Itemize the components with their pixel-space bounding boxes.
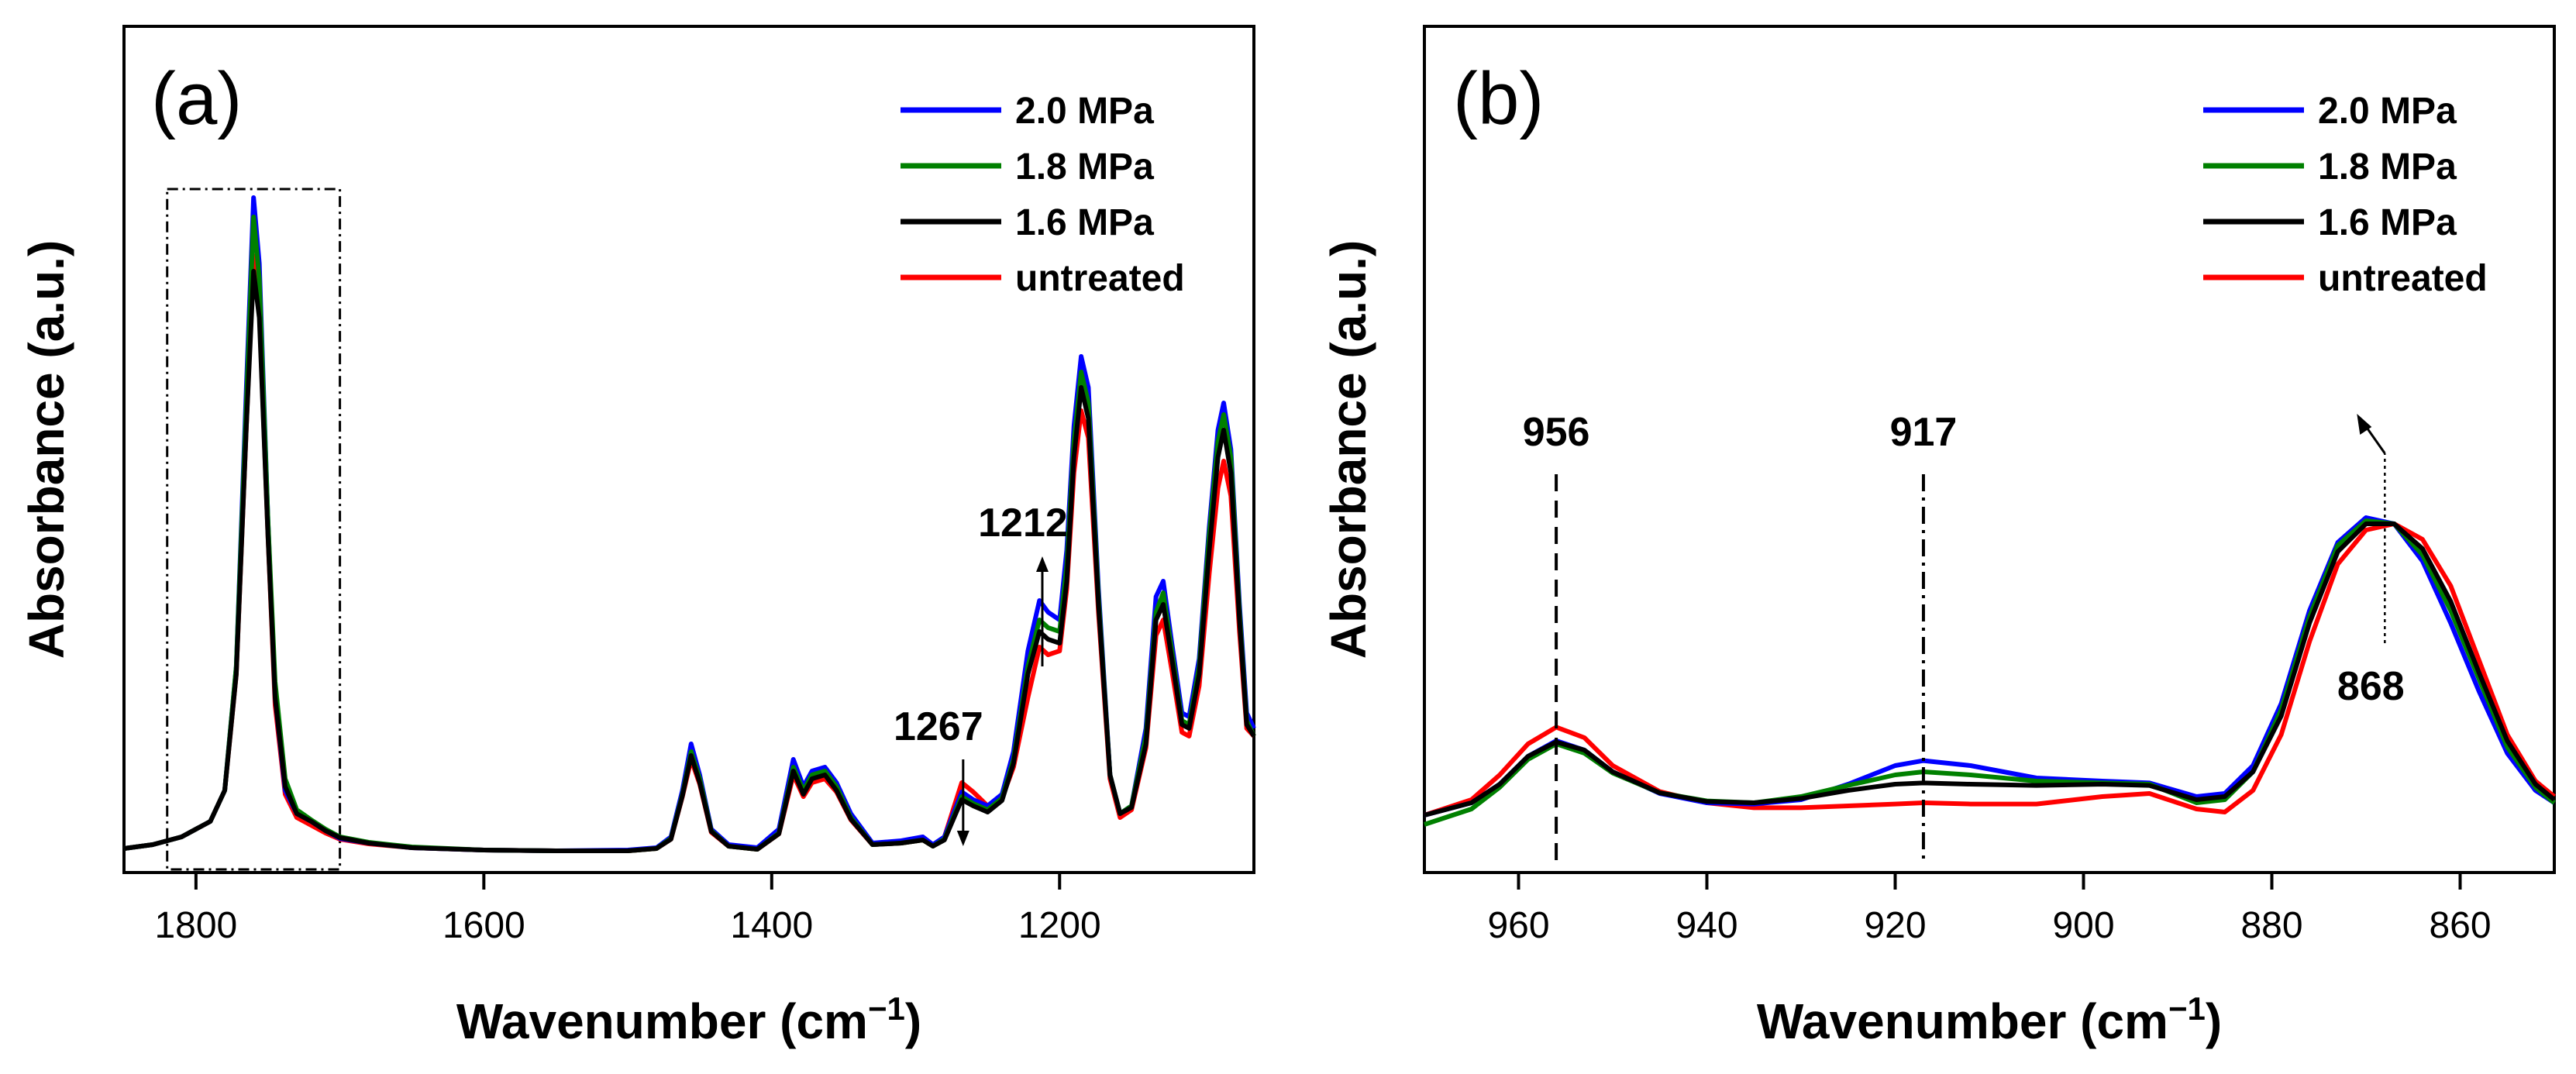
annotation-b-956-label: 956 <box>1523 410 1590 455</box>
legend-label-b-untreated: untreated <box>2318 258 2488 299</box>
x-tick-label-b-860: 860 <box>2429 905 2491 946</box>
highlight-box-a <box>166 188 342 871</box>
x-tick-label-a-1400: 1400 <box>730 905 813 946</box>
annotation-a-1212-arrowhead <box>1035 556 1049 572</box>
x-tick-label-a-1600: 1600 <box>443 905 525 946</box>
annotation-b-868-label: 868 <box>2337 664 2405 709</box>
x-tick-label-b-940: 940 <box>1675 905 1737 946</box>
y-axis-title-a: Absorbance (a.u.) <box>19 240 74 659</box>
legend-b: 2.0 MPa 1.8 MPa 1.6 MPa untreated <box>2203 91 2488 299</box>
legend-label-a-untreated: untreated <box>1015 258 1185 299</box>
annotation-a-1267-arrowhead <box>956 831 969 846</box>
legend-label-a-2-0-mpa: 2.0 MPa <box>1015 91 1154 132</box>
series-line-b-untreated <box>1424 522 2556 818</box>
x-ticks-b: 960 940 920 900 880 860 <box>1487 873 2492 946</box>
panel-b: (b) 960 940 920 900 880 860 956 917 868 2.0 MPa… <box>1321 25 2556 1049</box>
legend-label-b-1-8-mpa: 1.8 MPa <box>2318 146 2457 188</box>
x-axis-title-b: Wavenumber (cm−1) <box>1757 990 2222 1049</box>
legend-label-a-1-6-mpa: 1.6 MPa <box>1015 202 1154 243</box>
x-axis-title-b-close: ) <box>2206 993 2222 1049</box>
y-axis-title-b: Absorbance (a.u.) <box>1321 240 1376 659</box>
annotation-b-917-label: 917 <box>1890 410 1958 455</box>
panel-a: (a) 1800 1600 1400 1200 1212 1267 2.0 MPa 1.8… <box>19 25 1256 1049</box>
annotations-a: 1212 1267 <box>894 501 1068 846</box>
series-group-b <box>1424 515 2556 827</box>
annotation-b-868-arrow <box>2364 424 2386 454</box>
series-line-b-1-6-mpa <box>1424 522 2556 818</box>
x-tick-label-b-880: 880 <box>2240 905 2302 946</box>
x-axis-title-a: Wavenumber (cm−1) <box>456 990 921 1049</box>
annotation-a-1267-label: 1267 <box>894 704 983 749</box>
annotation-b-868-arrowhead <box>2357 414 2372 435</box>
x-ticks-a: 1800 1600 1400 1200 <box>154 873 1101 946</box>
series-line-a-1-6-mpa <box>123 269 1256 853</box>
x-tick-label-b-960: 960 <box>1487 905 1549 946</box>
legend-label-b-2-0-mpa: 2.0 MPa <box>2318 91 2457 132</box>
x-tick-label-a-1200: 1200 <box>1018 905 1101 946</box>
x-axis-title-a-main: Wavenumber (cm <box>456 993 868 1049</box>
annotations-b: 956 917 868 <box>1523 410 2405 860</box>
legend-a: 2.0 MPa 1.8 MPa 1.6 MPa untreated <box>901 91 1185 299</box>
x-axis-title-a-sup: −1 <box>868 990 905 1027</box>
x-axis-title-b-sup: −1 <box>2168 990 2206 1027</box>
x-tick-label-b-900: 900 <box>2052 905 2114 946</box>
panel-label-a: (a) <box>151 57 242 140</box>
legend-label-a-1-8-mpa: 1.8 MPa <box>1015 146 1154 188</box>
legend-label-b-1-6-mpa: 1.6 MPa <box>2318 202 2457 243</box>
panel-label-b: (b) <box>1453 57 1544 140</box>
plot-frame-a <box>122 25 1255 874</box>
plot-frame-b <box>1423 25 2556 874</box>
annotation-a-1212-label: 1212 <box>978 501 1068 546</box>
series-group-a <box>123 195 1256 853</box>
x-axis-title-a-close: ) <box>905 993 921 1049</box>
x-axis-title-b-main: Wavenumber (cm <box>1757 993 2168 1049</box>
x-tick-label-a-1800: 1800 <box>154 905 237 946</box>
x-tick-label-b-920: 920 <box>1864 905 1926 946</box>
